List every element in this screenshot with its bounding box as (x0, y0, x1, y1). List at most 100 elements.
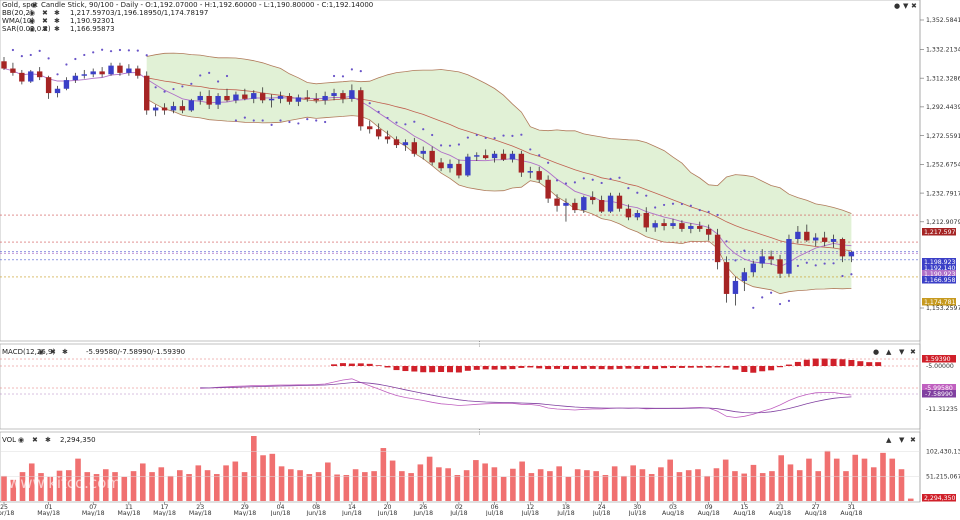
macd-histogram-bar (598, 366, 605, 370)
close-icon[interactable]: ✖ (42, 17, 48, 25)
arrow-down-icon[interactable]: ▼ (903, 2, 909, 10)
sar-dot (306, 117, 309, 121)
sar-dot (689, 204, 692, 207)
candle (367, 120, 373, 134)
gear-icon[interactable]: ✱ (45, 436, 51, 444)
candle (358, 87, 364, 131)
macd-histogram-bar (589, 366, 596, 369)
macd-histogram-bar (625, 366, 632, 369)
volume-bar (204, 470, 211, 501)
macd-histogram-bar (366, 363, 373, 366)
macd-histogram-bar (331, 364, 338, 366)
volume-bar (769, 471, 775, 501)
gear-icon[interactable]: ✱ (62, 348, 68, 356)
eye-icon[interactable]: ◉ (29, 17, 35, 25)
macd-histogram-bar (447, 366, 453, 373)
sar-dot (662, 203, 666, 207)
gear-icon[interactable]: ✱ (54, 25, 60, 33)
candle (821, 231, 828, 247)
arrow-up-icon[interactable]: ▲ (886, 436, 892, 444)
volume-bar (889, 458, 896, 501)
volume-bar (528, 473, 535, 501)
close-icon[interactable]: ✖ (50, 348, 56, 356)
arrow-up-icon[interactable]: ▲ (886, 348, 892, 356)
macd-histogram-bar (455, 366, 462, 373)
volume-bar (121, 476, 128, 501)
bollinger-upper-line (146, 52, 852, 214)
close-icon[interactable]: ✖ (910, 348, 916, 356)
volume-bar (806, 458, 812, 501)
resize-handle[interactable]: ⋮ (476, 340, 483, 348)
gear-icon[interactable]: ✱ (54, 9, 60, 17)
candle (242, 88, 248, 101)
eye-icon[interactable]: ◉ (29, 9, 35, 17)
close-icon[interactable]: ✖ (42, 9, 48, 17)
candle (518, 150, 525, 177)
macd-histogram-bar (518, 366, 525, 368)
watermark: www.kitco.com (8, 474, 121, 492)
x-tick-month: May/18 (37, 510, 60, 516)
close-icon[interactable]: ✖ (42, 25, 48, 33)
sar-dot (591, 178, 594, 181)
sar-dot (850, 273, 853, 276)
volume-bar (880, 452, 886, 501)
sar-dot (163, 90, 166, 93)
macd-histogram-bar (429, 366, 436, 373)
sar-dot (627, 187, 630, 190)
x-tick-day: 12 (526, 504, 534, 511)
candle (768, 250, 774, 266)
bb-label: BB(20,2) (2, 9, 33, 17)
y-tick-label: 1,292.44395 (926, 104, 960, 111)
macd-histogram-bar (580, 366, 587, 369)
close-icon[interactable]: ✖ (910, 436, 916, 444)
volume-bar (741, 473, 748, 501)
candle (72, 72, 79, 83)
volume-bar (732, 471, 738, 501)
volume-bar (584, 470, 590, 501)
x-tick-month: Apr/18 (0, 510, 14, 516)
pin-icon[interactable]: ● (894, 2, 900, 10)
eye-icon[interactable]: ◉ (31, 1, 37, 9)
arrow-down-icon[interactable]: ▼ (899, 348, 905, 356)
candle (581, 195, 587, 214)
resize-handle[interactable]: ⋮ (476, 428, 483, 436)
close-icon[interactable]: ✖ (911, 2, 917, 10)
symbol-label: Gold, spot (2, 1, 38, 9)
eye-icon[interactable]: ◉ (29, 25, 35, 33)
candle (465, 153, 471, 177)
sar-dot (787, 299, 791, 302)
candle (81, 69, 87, 79)
svg-text:1,190.92301: 1,190.92301 (924, 271, 960, 278)
candle (1, 56, 7, 70)
gear-icon[interactable]: ✱ (54, 17, 60, 25)
eye-icon[interactable]: ◉ (38, 348, 44, 356)
volume-bar (380, 448, 387, 501)
volume-bar (417, 464, 424, 501)
sar-dot (805, 261, 808, 264)
macd-label: MACD(12,26,9) (2, 348, 55, 356)
sar-dot (234, 119, 238, 122)
x-tick-month: Jul/18 (521, 510, 539, 516)
volume-bar (852, 454, 859, 501)
pin-icon[interactable]: ● (873, 348, 879, 356)
macd-histogram-bar (830, 358, 837, 366)
svg-text:1.59390: 1.59390 (925, 356, 951, 363)
price-tag: 1,198.92303 (922, 258, 960, 266)
macd-histogram-bar (545, 366, 552, 370)
close-icon[interactable]: ✖ (32, 436, 38, 444)
sar-dot (359, 70, 362, 73)
volume-bar (139, 463, 146, 501)
candle (63, 77, 70, 91)
macd-histogram-bar (643, 366, 650, 369)
sar-dot (341, 75, 345, 78)
eye-icon[interactable]: ◉ (18, 436, 24, 444)
arrow-down-icon[interactable]: ▼ (899, 436, 905, 444)
volume-bar (713, 468, 720, 501)
sar-dot (261, 119, 264, 122)
sar-dot (832, 262, 835, 265)
sar-dot (511, 134, 514, 137)
sar-dot (101, 48, 104, 51)
macd-values: -5.99580/-7.58990/-1.59390 (86, 348, 185, 356)
sar-dot (225, 74, 229, 78)
candle (482, 149, 489, 160)
